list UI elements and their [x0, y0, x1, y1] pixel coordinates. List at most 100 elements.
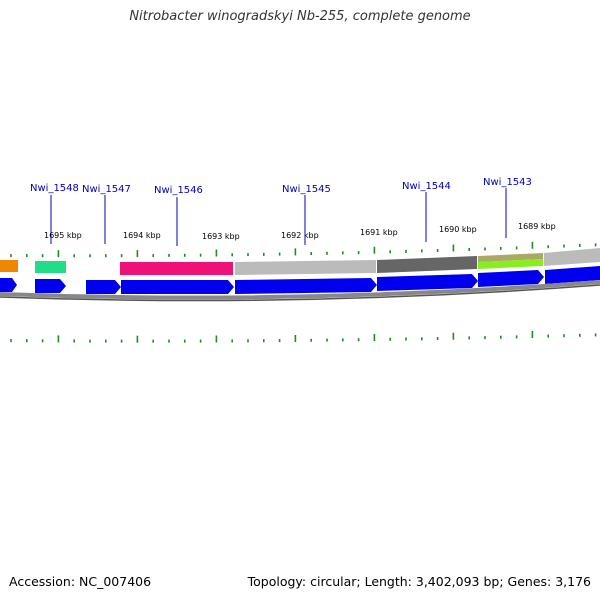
inner-minor-tick [152, 339, 154, 343]
outer-minor-tick [326, 251, 328, 255]
outer-major-tick [294, 248, 297, 256]
outer-minor-tick [594, 243, 597, 247]
outer-minor-tick [579, 243, 581, 247]
inner-minor-tick [342, 338, 344, 342]
inner-minor-tick [436, 337, 439, 340]
inner-minor-tick [389, 337, 391, 341]
cds-arrow-nwi-1546[interactable] [121, 280, 234, 294]
kbp-label-1695: 1695 kbp [44, 231, 82, 240]
outer-major-tick [373, 246, 376, 254]
gene-label-nwi-1547[interactable]: Nwi_1547 [82, 184, 131, 195]
genome-backbone-shadow [0, 284, 600, 302]
category-block-nwi-1545[interactable] [235, 260, 376, 275]
inner-minor-tick [105, 339, 107, 343]
inner-minor-tick [357, 338, 360, 342]
outer-minor-tick [278, 252, 281, 256]
kbp-label-1694: 1694 kbp [123, 231, 161, 240]
category-block-right[interactable] [544, 248, 600, 266]
inner-minor-tick [500, 335, 502, 339]
outer-minor-tick [500, 246, 502, 250]
outer-major-tick [136, 250, 139, 258]
inner-major-tick [373, 334, 376, 341]
inner-minor-tick [405, 337, 407, 341]
inner-minor-tick [579, 333, 581, 337]
outer-minor-tick [184, 253, 186, 257]
category-block-nwi-1543-green[interactable] [478, 259, 543, 269]
kbp-labels: 1695 kbp 1694 kbp 1693 kbp 1692 kbp 1691… [44, 222, 556, 241]
gene-label-lines [50, 188, 507, 246]
outer-minor-tick [484, 247, 486, 251]
inner-minor-tick [421, 337, 423, 341]
inner-minor-tick [26, 339, 28, 343]
gene-label-nwi-1544[interactable]: Nwi_1544 [402, 181, 451, 192]
outer-minor-tick [421, 249, 423, 253]
cds-arrow-left[interactable] [0, 278, 17, 292]
outer-minor-tick [405, 249, 407, 253]
gene-label-nwi-1548[interactable]: Nwi_1548 [30, 183, 79, 194]
kbp-label-1692: 1692 kbp [281, 231, 319, 240]
outer-minor-tick [73, 254, 75, 258]
gene-label-nwi-1543[interactable]: Nwi_1543 [483, 177, 532, 188]
outer-minor-tick [247, 253, 249, 257]
inner-minor-tick [278, 339, 281, 343]
outer-minor-tick [342, 251, 344, 255]
outer-minor-tick [389, 250, 391, 254]
outer-minor-tick [231, 253, 233, 257]
inner-minor-tick [231, 339, 233, 343]
inner-minor-tick [10, 339, 12, 343]
outer-minor-tick [105, 254, 107, 258]
accession-label: Accession: NC_007406 [9, 574, 152, 589]
outer-minor-tick [436, 249, 439, 252]
outer-minor-tick [10, 254, 12, 258]
cds-arrow-nwi-1548[interactable] [35, 279, 66, 293]
inner-minor-tick [184, 339, 186, 343]
kbp-label-1691: 1691 kbp [360, 228, 398, 237]
inner-minor-tick [594, 333, 597, 337]
inner-major-tick [57, 335, 60, 343]
outer-minor-tick [563, 244, 565, 248]
genome-backbone [0, 280, 600, 300]
inner-minor-tick [168, 339, 170, 343]
inner-major-tick [136, 335, 139, 343]
cds-arrow-nwi-1544[interactable] [377, 274, 478, 291]
kbp-label-1690: 1690 kbp [439, 225, 477, 234]
inner-major-tick [531, 331, 534, 338]
outer-minor-tick [263, 252, 265, 256]
cds-arrow-right[interactable] [545, 266, 600, 284]
inner-minor-tick [73, 339, 75, 343]
inner-minor-tick [547, 334, 549, 338]
gene-labels: Nwi_1548 Nwi_1547 Nwi_1546 Nwi_1545 Nwi_… [30, 177, 532, 196]
inner-major-tick [215, 335, 218, 343]
outer-major-tick [452, 244, 455, 252]
category-block-nwi-1544[interactable] [377, 256, 477, 273]
inner-minor-tick [120, 339, 123, 343]
cds-arrow-nwi-1543[interactable] [478, 270, 544, 287]
inner-minor-tick [89, 339, 91, 343]
inner-major-tick [294, 335, 297, 342]
category-block-nwi-1546[interactable] [120, 262, 233, 275]
gene-label-nwi-1546[interactable]: Nwi_1546 [154, 185, 203, 196]
inner-tick-row [10, 331, 597, 343]
inner-minor-tick [263, 339, 265, 343]
gene-label-nwi-1545[interactable]: Nwi_1545 [282, 184, 331, 195]
inner-minor-tick [468, 336, 470, 340]
cds-arrow-nwi-1545[interactable] [235, 278, 377, 294]
map-title: Nitrobacter winogradskyi Nb-255, complet… [129, 9, 471, 24]
inner-major-tick [452, 332, 455, 340]
category-block-orange[interactable] [0, 260, 18, 272]
outer-major-tick [215, 249, 218, 257]
category-block-nwi-1548[interactable] [35, 261, 66, 273]
outer-minor-tick [152, 254, 154, 258]
inner-minor-tick [310, 338, 312, 342]
category-track [0, 248, 600, 275]
inner-minor-tick [515, 335, 518, 339]
outer-minor-tick [310, 252, 312, 256]
cds-arrow-nwi-1547[interactable] [86, 280, 121, 294]
inner-minor-tick [563, 334, 565, 338]
inner-minor-tick [41, 339, 44, 343]
inner-minor-tick [199, 339, 202, 343]
outer-minor-tick [199, 253, 202, 257]
outer-minor-tick [120, 254, 123, 258]
kbp-label-1689: 1689 kbp [518, 222, 556, 231]
